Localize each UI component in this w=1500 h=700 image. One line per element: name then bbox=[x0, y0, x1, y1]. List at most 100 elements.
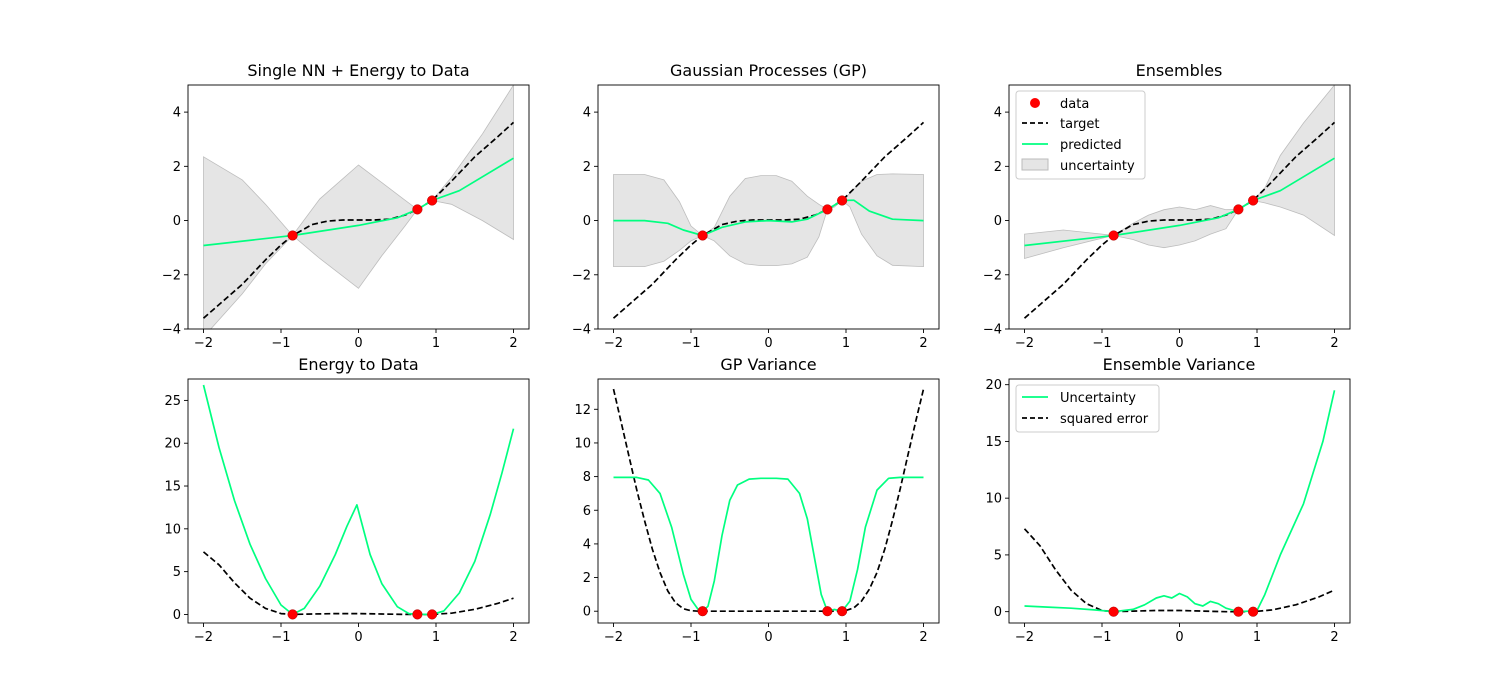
x-tick-label: 2 bbox=[1330, 336, 1338, 351]
squared-error-line bbox=[612, 388, 925, 613]
data-point bbox=[1108, 606, 1119, 617]
y-tick-label: −2 bbox=[162, 268, 181, 283]
y-tick-label: 8 bbox=[583, 470, 591, 485]
data-point bbox=[822, 204, 833, 215]
series-layer bbox=[202, 85, 515, 329]
legend-label: uncertainty bbox=[1060, 159, 1135, 174]
data-point bbox=[427, 609, 438, 620]
data-point bbox=[427, 195, 438, 206]
uncertainty-band bbox=[1024, 85, 1335, 260]
y-tick-label: −4 bbox=[572, 323, 591, 338]
plot-area: −2 −1 0 1 2 −4 −2 0 2 4 bbox=[572, 84, 940, 351]
x-tick-label: 0 bbox=[354, 336, 362, 351]
y-tick-label: 10 bbox=[574, 436, 591, 451]
panel-ensembles: Ensembles −2 −1 0 1 2 −4 −2 0 2 4 data target pre… bbox=[983, 61, 1351, 351]
y-tick-label: 0 bbox=[583, 214, 591, 229]
x-tick-label: 1 bbox=[842, 336, 850, 351]
target-line bbox=[202, 121, 515, 319]
legend-label: Uncertainty bbox=[1060, 391, 1136, 406]
x-tick-label: −1 bbox=[271, 630, 290, 645]
legend: data target predicted uncertainty bbox=[1015, 90, 1146, 180]
y-tick-label: 0 bbox=[583, 605, 591, 620]
data-point bbox=[837, 606, 848, 617]
data-point bbox=[1233, 606, 1244, 617]
series-layer bbox=[612, 388, 925, 617]
x-tick-label: −2 bbox=[194, 336, 213, 351]
x-tick-label: 0 bbox=[1175, 336, 1183, 351]
y-tick-label: 4 bbox=[583, 106, 591, 121]
data-point bbox=[412, 609, 423, 620]
target-line bbox=[612, 121, 925, 319]
x-tick-label: −2 bbox=[604, 336, 623, 351]
x-tick-label: −1 bbox=[681, 630, 700, 645]
y-tick-label: 10 bbox=[985, 492, 1002, 507]
y-tick-label: 5 bbox=[173, 565, 181, 580]
x-tick-label: −1 bbox=[271, 336, 290, 351]
panel-title: Single NN + Energy to Data bbox=[247, 61, 469, 80]
data-point bbox=[1248, 195, 1259, 206]
predicted-line bbox=[1024, 157, 1335, 247]
y-tick-label: 0 bbox=[173, 608, 181, 623]
y-tick-label: 2 bbox=[583, 571, 591, 586]
panel-gp: Gaussian Processes (GP) −2 −1 0 1 2 −4 −2 0 2 4 bbox=[572, 61, 940, 351]
series-layer bbox=[612, 121, 925, 319]
x-tick-label: 0 bbox=[1175, 630, 1183, 645]
x-tick-label: −2 bbox=[194, 630, 213, 645]
x-tick-label: 1 bbox=[1253, 336, 1261, 351]
x-tick-label: 2 bbox=[919, 630, 927, 645]
legend-box bbox=[1015, 90, 1146, 180]
series-layer bbox=[1023, 85, 1336, 319]
panel-title: Gaussian Processes (GP) bbox=[670, 61, 867, 80]
data-point bbox=[1233, 204, 1244, 215]
x-tick-label: 1 bbox=[432, 336, 440, 351]
y-tick-label: 25 bbox=[164, 394, 181, 409]
y-tick-label: 15 bbox=[985, 435, 1002, 450]
plot-area: −2 −1 0 1 2 −4 −2 0 2 4 bbox=[983, 84, 1351, 351]
data-point bbox=[822, 606, 833, 617]
legend-label: squared error bbox=[1060, 412, 1149, 427]
x-tick-label: −2 bbox=[604, 630, 623, 645]
data-point bbox=[837, 195, 848, 206]
panel-title: Ensemble Variance bbox=[1103, 355, 1256, 374]
series-layer bbox=[202, 384, 515, 620]
x-tick-label: 0 bbox=[764, 336, 772, 351]
y-tick-label: 5 bbox=[994, 548, 1002, 563]
x-tick-label: 1 bbox=[432, 630, 440, 645]
y-tick-label: 0 bbox=[994, 605, 1002, 620]
x-tick-label: −1 bbox=[1092, 630, 1111, 645]
plot-area: −2 −1 0 1 2 −4 −2 0 2 4 bbox=[162, 84, 530, 351]
legend-label: data bbox=[1060, 97, 1089, 112]
target-line bbox=[1023, 121, 1336, 319]
legend-label: predicted bbox=[1060, 138, 1122, 153]
x-tick-label: 1 bbox=[1253, 630, 1261, 645]
panel-title: Energy to Data bbox=[298, 355, 418, 374]
legend-uncertainty-swatch bbox=[1021, 158, 1049, 171]
x-tick-label: 2 bbox=[1330, 630, 1338, 645]
y-tick-label: 0 bbox=[994, 214, 1002, 229]
panel-single-nn: Single NN + Energy to Data −2 −1 0 1 2 −4 −2 0 2… bbox=[162, 61, 530, 351]
y-tick-label: −4 bbox=[162, 323, 181, 338]
legend-box bbox=[1015, 384, 1160, 433]
data-point bbox=[1108, 230, 1119, 241]
x-tick-label: −1 bbox=[681, 336, 700, 351]
data-point bbox=[287, 230, 298, 241]
y-tick-label: −2 bbox=[983, 268, 1002, 283]
data-point bbox=[697, 230, 708, 241]
x-tick-label: 0 bbox=[764, 630, 772, 645]
predicted-line bbox=[613, 199, 924, 237]
data-point bbox=[287, 609, 298, 620]
panel-title: GP Variance bbox=[720, 355, 816, 374]
x-tick-label: −1 bbox=[1092, 336, 1111, 351]
predicted-line bbox=[203, 157, 514, 247]
squared-error-line bbox=[202, 551, 514, 616]
squared-error-line bbox=[1023, 528, 1335, 613]
x-tick-label: 0 bbox=[354, 630, 362, 645]
y-tick-label: −4 bbox=[983, 323, 1002, 338]
y-tick-label: 12 bbox=[574, 403, 591, 418]
y-tick-label: 10 bbox=[164, 522, 181, 537]
